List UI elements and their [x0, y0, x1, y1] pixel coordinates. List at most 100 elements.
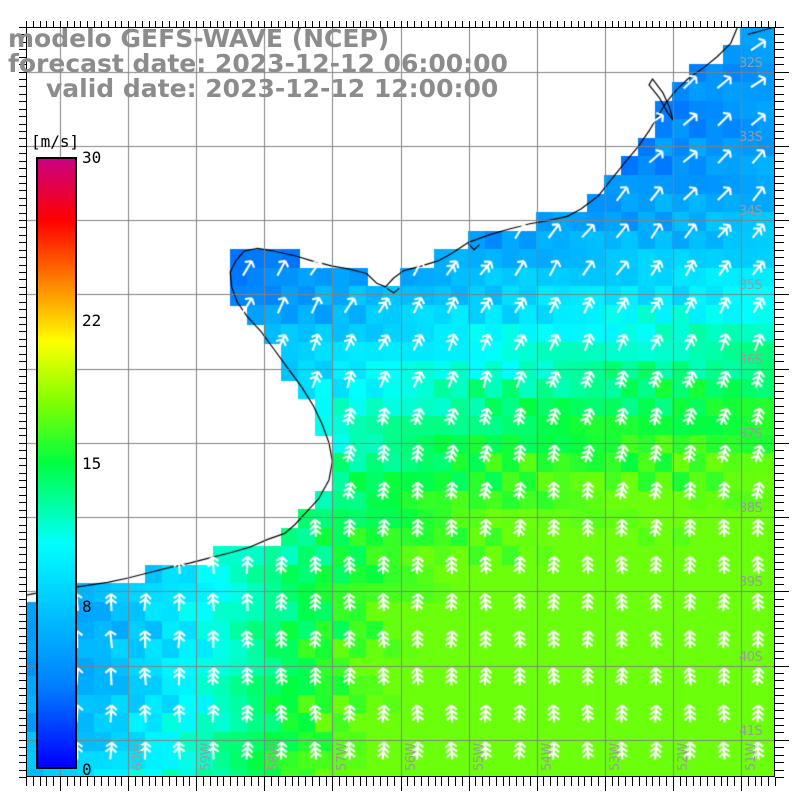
tick-right-major — [775, 369, 789, 370]
tick-top-minor — [605, 21, 606, 27]
tick-right-minor — [775, 302, 784, 303]
tick-left-minor — [19, 331, 26, 332]
tick-left-minor — [19, 547, 26, 548]
tick-left-minor — [19, 168, 26, 169]
x-axis-label-53W: 53W — [607, 743, 623, 771]
tick-left-minor — [19, 146, 26, 147]
tick-top-minor — [734, 21, 735, 27]
tick-right-major — [775, 443, 789, 444]
tick-bottom-minor — [33, 777, 34, 786]
tick-bottom-minor — [693, 777, 694, 786]
tick-top-minor — [618, 21, 619, 27]
tick-top-minor — [353, 21, 354, 27]
tick-bottom-major — [332, 777, 333, 791]
colorbar-tick-22: 22 — [82, 311, 102, 331]
tick-right-minor — [775, 562, 784, 563]
tick-top-minor — [346, 21, 347, 27]
tick-right-minor — [775, 606, 784, 607]
tick-right-minor — [775, 688, 784, 689]
tick-bottom-minor — [428, 777, 429, 786]
tick-left-minor — [19, 450, 26, 451]
tick-bottom-minor — [482, 777, 483, 786]
tick-left-minor — [19, 235, 26, 236]
tick-left-minor — [19, 49, 26, 50]
tick-right-minor — [775, 287, 784, 288]
tick-top-minor — [755, 21, 756, 27]
tick-bottom-minor — [394, 777, 395, 786]
tick-left-minor — [19, 732, 26, 733]
tick-bottom-minor — [339, 777, 340, 786]
tick-right-major — [775, 517, 789, 518]
tick-bottom-major — [60, 777, 61, 791]
tick-left-minor — [19, 287, 26, 288]
tick-left-minor — [19, 443, 26, 444]
tick-left-minor — [19, 747, 26, 748]
tick-bottom-minor — [564, 777, 565, 786]
tick-top-minor — [33, 21, 34, 27]
map-plot-area[interactable] — [26, 27, 775, 777]
tick-top-minor — [496, 21, 497, 27]
tick-right-minor — [775, 428, 784, 429]
tick-bottom-minor — [80, 777, 81, 786]
tick-right-minor — [775, 131, 784, 132]
tick-top-minor — [652, 21, 653, 27]
tick-left-minor — [19, 688, 26, 689]
tick-left-minor — [19, 79, 26, 80]
tick-top-minor — [482, 21, 483, 27]
tick-bottom-minor — [230, 777, 231, 786]
tick-bottom-minor — [292, 777, 293, 786]
tick-top-minor — [128, 21, 129, 27]
tick-right-minor — [775, 183, 784, 184]
y-axis-label-34S: 34S — [739, 204, 763, 220]
tick-bottom-major — [605, 777, 606, 791]
tick-top-minor — [176, 21, 177, 27]
tick-left-minor — [19, 354, 26, 355]
colorbar-tick-8: 8 — [82, 596, 92, 616]
tick-bottom-major — [401, 777, 402, 791]
tick-bottom-minor — [503, 777, 504, 786]
tick-right-minor — [775, 421, 784, 422]
tick-bottom-minor — [278, 777, 279, 786]
tick-top-minor — [53, 21, 54, 27]
tick-right-minor — [775, 569, 784, 570]
tick-bottom-minor — [53, 777, 54, 786]
tick-left-minor — [19, 517, 26, 518]
tick-top-minor — [693, 21, 694, 27]
tick-top-minor — [230, 21, 231, 27]
tick-top-minor — [312, 21, 313, 27]
tick-bottom-minor — [162, 777, 163, 786]
tick-right-minor — [775, 577, 784, 578]
tick-right-major — [775, 591, 789, 592]
tick-top-minor — [80, 21, 81, 27]
tick-left-minor — [19, 740, 26, 741]
tick-right-minor — [775, 770, 784, 771]
colorbar-unit-label: [m/s] — [31, 132, 80, 151]
tick-left-minor — [19, 398, 26, 399]
tick-bottom-minor — [578, 777, 579, 786]
tick-right-minor — [775, 346, 784, 347]
tick-bottom-minor — [271, 777, 272, 786]
tick-right-minor — [775, 695, 784, 696]
tick-bottom-minor — [584, 777, 585, 786]
y-axis-label-32S: 32S — [739, 55, 763, 71]
tick-right-minor — [775, 279, 784, 280]
tick-left-minor — [19, 755, 26, 756]
y-axis-label-36S: 36S — [739, 352, 763, 368]
tick-left-minor — [19, 770, 26, 771]
tick-top-minor — [557, 21, 558, 27]
tick-bottom-minor — [155, 777, 156, 786]
tick-right-minor — [775, 465, 784, 466]
tick-right-minor — [775, 235, 784, 236]
tick-top-minor — [673, 21, 674, 27]
tick-left-minor — [19, 718, 26, 719]
tick-bottom-minor — [652, 777, 653, 786]
tick-bottom-minor — [721, 777, 722, 786]
tick-top-minor — [489, 21, 490, 27]
tick-top-minor — [169, 21, 170, 27]
tick-right-minor — [775, 383, 784, 384]
tick-bottom-minor — [380, 777, 381, 786]
tick-bottom-minor — [101, 777, 102, 786]
tick-right-minor — [775, 153, 784, 154]
colorbar[interactable] — [36, 157, 77, 769]
